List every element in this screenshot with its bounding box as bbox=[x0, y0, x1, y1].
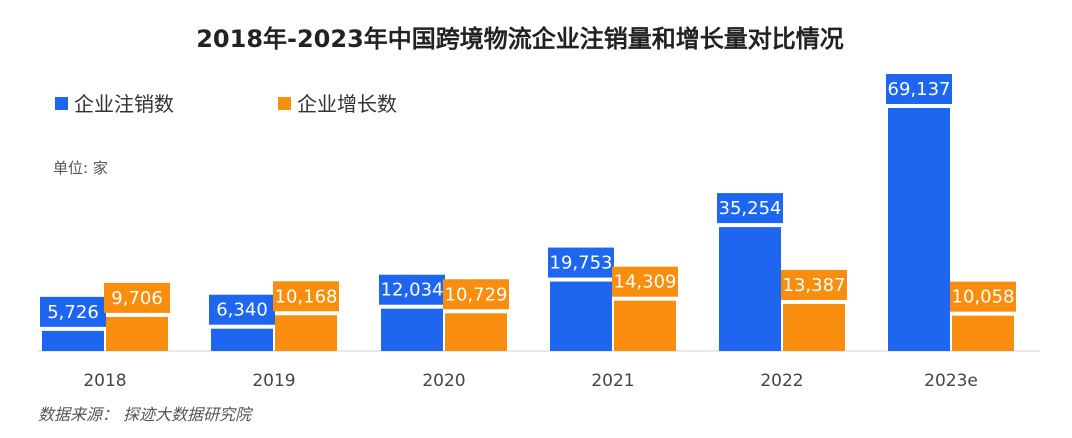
bar-growth-2020 bbox=[445, 313, 507, 351]
unit-label: 单位: 家 bbox=[53, 159, 108, 177]
data-label-growth-2022: 13,387 bbox=[783, 275, 846, 296]
bar-cancellations-2022 bbox=[719, 227, 781, 351]
x-tick-2020: 2020 bbox=[422, 371, 465, 391]
data-label-cancellations-2023e-box bbox=[886, 74, 952, 104]
data-label-growth-2021: 14,309 bbox=[614, 272, 677, 293]
data-label-growth-2018-box bbox=[104, 282, 170, 313]
bar-cancellations-2021 bbox=[550, 281, 612, 351]
data-label-cancellations-2019-box bbox=[209, 294, 275, 325]
data-label-growth-2021-box bbox=[612, 266, 678, 297]
data-label-growth-2023e-box bbox=[950, 281, 1016, 312]
data-label-cancellations-2021: 19,753 bbox=[550, 253, 613, 274]
bar-cancellations-2019 bbox=[211, 328, 273, 351]
data-label-growth-2022-box bbox=[781, 269, 847, 300]
bar-cancellations-2020 bbox=[381, 308, 443, 351]
x-tick-2018: 2018 bbox=[83, 371, 126, 391]
legend-swatch-cancellations bbox=[55, 97, 68, 110]
data-label-growth-2019: 10,168 bbox=[275, 286, 338, 307]
source-note: 数据来源： 探迹大数据研究院 bbox=[38, 405, 254, 424]
data-label-cancellations-2018: 5,726 bbox=[47, 302, 99, 323]
legend-swatch-growth bbox=[278, 97, 291, 110]
data-label-cancellations-2023e: 69,137 bbox=[888, 79, 951, 100]
chart-title: 2018年-2023年中国跨境物流企业注销量和增长量对比情况 bbox=[196, 25, 844, 53]
bar-cancellations-2018 bbox=[42, 330, 104, 351]
data-label-growth-2018: 9,706 bbox=[111, 288, 163, 309]
legend-label-cancellations: 企业注销数 bbox=[74, 92, 174, 116]
x-tick-2022: 2022 bbox=[760, 371, 803, 391]
x-tick-2021: 2021 bbox=[591, 371, 634, 391]
legend: 企业注销数 企业增长数 bbox=[55, 92, 397, 116]
bar-cancellations-2023e bbox=[888, 108, 950, 351]
data-label-cancellations-2018-box bbox=[40, 296, 106, 327]
x-tick-2019: 2019 bbox=[252, 371, 295, 391]
data-label-growth-2023e: 10,058 bbox=[952, 287, 1015, 308]
data-label-cancellations-2022: 35,254 bbox=[719, 198, 782, 219]
bar-growth-2019 bbox=[275, 315, 337, 351]
legend-label-growth: 企业增长数 bbox=[297, 92, 397, 116]
data-label-growth-2019-box bbox=[273, 281, 339, 312]
x-axis-ticks: 2018 2019 2020 2021 2022 2023e bbox=[83, 371, 978, 391]
data-label-cancellations-2020-box bbox=[379, 274, 445, 305]
data-label-cancellations-2020: 12,034 bbox=[381, 280, 444, 301]
data-label-growth-2020-box bbox=[443, 279, 509, 310]
x-tick-2023e: 2023e bbox=[924, 371, 978, 391]
bar-growth-2023e bbox=[952, 315, 1014, 351]
data-label-cancellations-2019: 6,340 bbox=[216, 300, 268, 321]
bar-growth-2022 bbox=[783, 303, 845, 351]
data-label-cancellations-2022-box bbox=[717, 193, 783, 224]
bar-growth-2018 bbox=[106, 316, 168, 351]
data-label-growth-2020: 10,729 bbox=[445, 284, 508, 305]
bar-growth-2021 bbox=[614, 300, 676, 351]
data-label-cancellations-2021-box bbox=[548, 247, 614, 278]
